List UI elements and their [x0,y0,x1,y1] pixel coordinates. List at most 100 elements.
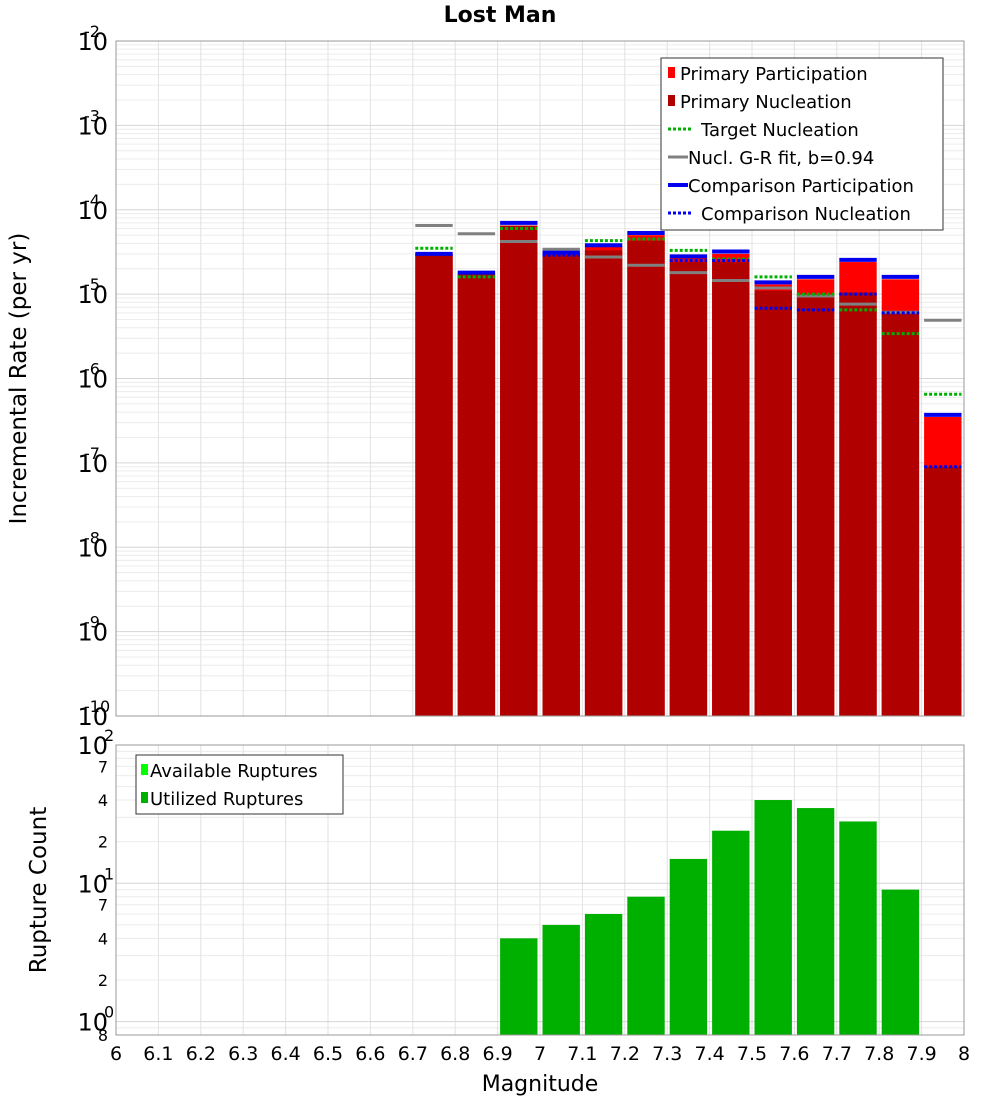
utilized-ruptures-bar [881,889,920,1035]
primary-nucleation-bar [924,466,962,716]
rate-y-tick-exponent: -3 [84,106,100,125]
x-tick-label: 6.9 [482,1043,512,1065]
rate-y-tick-label: 10 [77,619,108,647]
utilized-ruptures-bar [839,821,877,1035]
rate-legend-box [660,57,944,231]
count-legend-box [135,754,344,815]
x-tick-label: 7.4 [694,1043,724,1065]
count-y-minor-tick-label: 2 [98,833,108,852]
utilized-ruptures-bar [584,913,623,1035]
x-tick-label: 7.2 [610,1043,640,1065]
primary-nucleation-bar [500,225,538,716]
count-y-minor-tick-label: 4 [98,929,108,948]
rate-y-tick-label: 10 [77,281,108,309]
legend-label-available_ruptures: Available Ruptures [150,761,318,782]
x-tick-label: 7.6 [779,1043,809,1065]
primary-nucleation-bar [669,262,708,716]
x-tick-label: 7.1 [567,1043,597,1065]
legend-swatch-primary_nucleation [668,95,675,106]
legend-swatch-available_ruptures [141,764,148,775]
legend-label-primary_nucleation: Primary Nucleation [680,92,852,113]
x-tick-label: 6.4 [270,1043,300,1065]
x-tick-label: 6.3 [228,1043,258,1065]
rate-y-tick-exponent: -7 [84,444,100,463]
legend-label-target_nucleation: Target Nucleation [700,120,859,141]
utilized-ruptures-bar [500,938,538,1035]
x-tick-label: 7.9 [906,1043,936,1065]
utilized-ruptures-bar [712,830,750,1035]
count-y-axis-label: Rupture Count [26,807,52,973]
rate-y-tick-label: 10 [77,450,108,478]
x-tick-label: 8 [958,1043,970,1065]
count-y-minor-tick-label: 4 [98,791,108,810]
rate-y-tick-exponent: -4 [84,191,100,210]
x-tick-label: 7.7 [822,1043,852,1065]
primary-nucleation-bar [881,312,920,716]
count-y-minor-tick-label: 7 [98,896,108,915]
x-tick-label: 7.3 [652,1043,682,1065]
rate-y-tick-exponent: -8 [84,528,100,547]
rate-y-tick-exponent: -9 [84,613,100,632]
primary-nucleation-bar [584,250,623,717]
legend-label-primary_participation: Primary Participation [680,64,868,85]
count-y-minor-tick-label: 8 [98,1026,108,1045]
count-y-tick-exponent: 0 [104,1003,114,1022]
primary-nucleation-bar [796,294,835,716]
count-legend: Available Ruptures Utilized Ruptures [135,754,344,815]
x-tick-label: 6.7 [398,1043,428,1065]
rate-plot-border [115,40,965,717]
x-tick-label: 6.2 [186,1043,216,1065]
x-tick-label: 7.5 [737,1043,767,1065]
rate-y-tick-label: 10 [77,534,108,562]
legend-label-comparison_nucleation: Comparison Nucleation [701,204,911,225]
count-plot-border [115,744,965,1036]
utilized-ruptures-bar [669,858,708,1035]
count-y-tick-exponent: 1 [104,864,114,883]
rate-y-tick-label: 10 [77,197,108,225]
rate-y-tick-exponent: -5 [84,275,100,294]
x-tick-label: 6.6 [355,1043,385,1065]
x-tick-label: 6.5 [313,1043,343,1065]
rate-legend: Primary Participation Primary Nucleation T… [660,57,944,231]
primary-nucleation-bar [457,273,496,716]
x-tick-label: 6 [110,1043,122,1065]
x-axis-label: Magnitude [482,1072,599,1097]
x-tick-label: 6.1 [143,1043,173,1065]
rate-y-tick-label: 10 [77,112,108,140]
legend-label-utilized_ruptures: Utilized Ruptures [150,789,303,810]
rate-y-tick-exponent: -10 [84,697,110,716]
rate-y-tick-exponent: -2 [84,22,100,41]
legend-label-comparison_participation: Comparison Participation [688,176,914,197]
utilized-ruptures-bar [796,808,835,1035]
count-y-tick-label: 10 [77,1009,108,1037]
chart-title: Lost Man [444,3,557,28]
x-tick-label: 7.8 [864,1043,894,1065]
primary-nucleation-bar [627,240,665,717]
count-y-tick-label: 10 [77,870,108,898]
count-y-tick-exponent: 2 [104,726,114,745]
primary-nucleation-bar [415,253,453,716]
utilized-ruptures-bar [627,896,665,1035]
utilized-ruptures-bar [542,924,580,1035]
utilized-ruptures-bar [754,800,792,1035]
primary-nucleation-bar [754,290,792,716]
rate-y-axis-label: Incremental Rate (per yr) [6,233,32,525]
legend-swatch-utilized_ruptures [141,792,148,803]
x-tick-label: 6.8 [440,1043,470,1065]
legend-swatch-primary_participation [668,67,675,78]
rate-panel: 10-1010-910-810-710-610-510-410-310-2Inc… [6,22,965,731]
legend-label-gr_fit: Nucl. G-R fit, b=0.94 [688,148,874,169]
x-tick-label: 7 [534,1043,546,1065]
rate-y-tick-label: 10 [77,366,108,394]
rate-y-tick-label: 10 [77,703,108,731]
x-axis: 6 6.1 6.2 6.3 6.4 6.5 6.6 6.7 6.8 6.9 7 7.1 7.2 7.3 7.… [110,1043,970,1097]
count-y-minor-tick-label: 2 [98,971,108,990]
primary-nucleation-bar [839,292,877,716]
rate-y-tick-label: 10 [77,28,108,56]
count-y-minor-tick-label: 7 [98,757,108,776]
primary-nucleation-bar [712,262,750,716]
count-y-tick-label: 10 [77,732,108,760]
